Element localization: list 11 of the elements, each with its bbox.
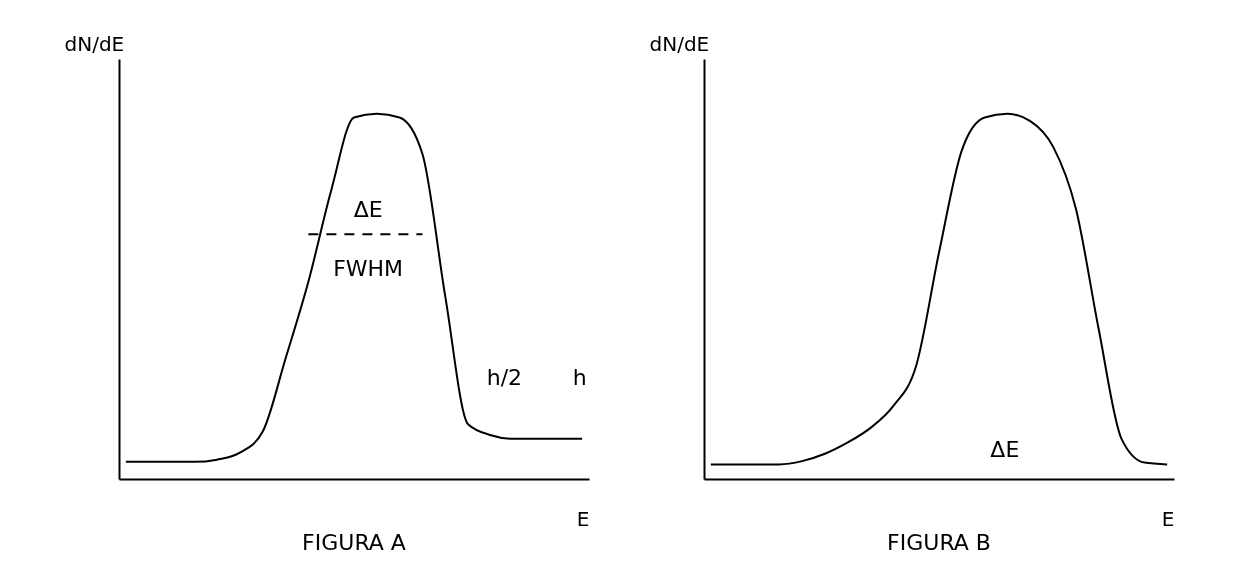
text: FIGURA A	[302, 530, 406, 555]
annotation: ΔE	[990, 436, 1020, 462]
annotation: FWHM	[333, 256, 404, 281]
annotation: h	[572, 365, 587, 391]
annotation: ΔE	[353, 197, 383, 223]
annotation: h/2	[486, 365, 523, 391]
x-axis-title: E	[1161, 506, 1175, 531]
x-axis-title: E	[576, 506, 590, 531]
y-axis-title: dN/dE	[649, 31, 710, 56]
text: FIGURA B	[887, 530, 991, 555]
y-axis-title: dN/dE	[64, 31, 125, 56]
